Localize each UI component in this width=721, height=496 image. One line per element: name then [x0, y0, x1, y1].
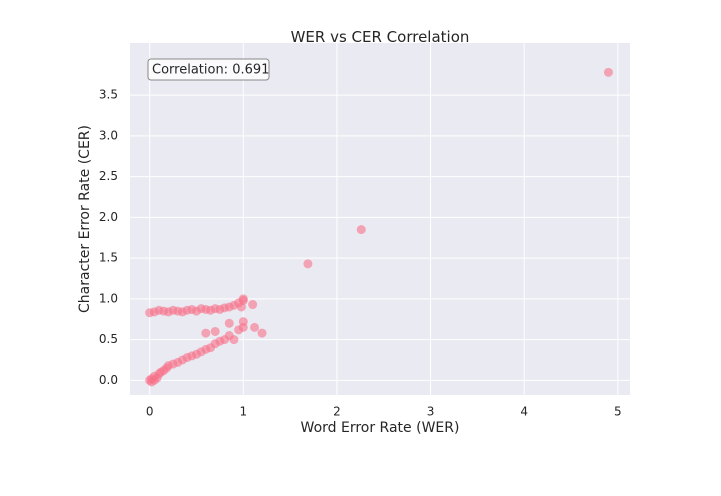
- point: [303, 259, 313, 269]
- x-axis-label: Word Error Rate (WER): [301, 420, 460, 436]
- y-tick-label: 0.5: [99, 332, 118, 346]
- plot-area: [130, 43, 630, 395]
- x-tick-label: 5: [614, 405, 622, 419]
- y-tick-label: 0.0: [99, 373, 118, 387]
- point: [210, 326, 220, 336]
- y-tick-label: 2.5: [99, 169, 118, 183]
- point: [257, 328, 267, 338]
- y-tick-label: 2.0: [99, 210, 118, 224]
- point: [603, 67, 613, 77]
- y-tick-label: 3.5: [99, 88, 118, 102]
- x-tick-label: 2: [333, 405, 341, 419]
- x-tick-label: 1: [239, 405, 247, 419]
- x-tick-label: 3: [427, 405, 435, 419]
- y-tick-label: 3.0: [99, 128, 118, 142]
- y-tick-label: 1.0: [99, 291, 118, 305]
- point: [149, 375, 159, 385]
- annotation-box: [147, 58, 270, 81]
- point: [356, 225, 366, 235]
- point: [229, 335, 239, 345]
- point: [250, 322, 260, 332]
- point: [238, 294, 248, 304]
- y-tick-label: 1.5: [99, 251, 118, 265]
- point: [236, 302, 246, 312]
- annotation: Correlation: 0.691: [152, 63, 269, 78]
- x-tick-label: 0: [146, 405, 154, 419]
- point: [224, 318, 234, 328]
- x-tick-label: 4: [520, 405, 528, 419]
- point: [238, 317, 248, 327]
- point: [248, 300, 258, 310]
- chart-title: WER vs CER Correlation: [291, 28, 470, 46]
- point: [201, 328, 211, 338]
- y-axis-label: Character Error Rate (CER): [77, 125, 93, 313]
